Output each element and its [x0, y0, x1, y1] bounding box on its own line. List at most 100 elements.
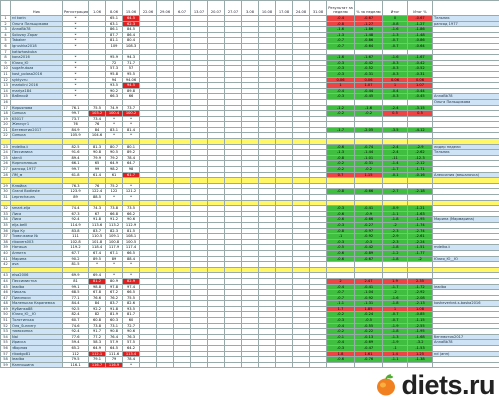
table-row[interactable]: 57 ribodgo81 112 112.1 111.6 113.4 1.8 1.61 1.4 1… [0, 350, 499, 358]
header-reg[interactable]: Регистрация [62, 0, 89, 16]
header-date[interactable]: 13.07 [190, 0, 208, 16]
weigh-in-cell[interactable] [224, 361, 242, 369]
header-date[interactable]: 27.07 [224, 0, 242, 16]
row-note[interactable] [432, 26, 499, 33]
row-note[interactable] [432, 311, 499, 319]
diets-logo[interactable]: diets.ru [375, 370, 495, 400]
weigh-in-cell[interactable] [258, 361, 276, 369]
weigh-in-cell[interactable]: * [122, 361, 140, 369]
header-date[interactable]: 24.08 [292, 0, 310, 16]
table-row[interactable]: 45 leadba 99.1 98.8 97.8 97.4 -0.4 -0.41 -1.7 -1.… [0, 283, 499, 291]
weigh-in-cell[interactable]: 116.9 [105, 361, 123, 369]
row-note[interactable]: Юлия_Ю__Ю [432, 255, 499, 263]
header-name[interactable]: Ник [10, 0, 63, 16]
weigh-in-cell[interactable] [309, 361, 327, 369]
table-row[interactable]: 28 ЛМ_м 61.8 61.4 61 61.7 0.7 1.15 -0.1 -0.16 Алек… [0, 171, 499, 179]
table-row[interactable]: 58 leadba 79.5 79.1 79 78.4 -0.6 -0.76 -1.1 -1.38 [0, 356, 499, 363]
table-row[interactable]: 13 mariolini 2016 * 93.5 94.5 1 1.07 1 1.07 [0, 82, 499, 89]
table-row[interactable]: 51 Толстинька 60.7 60.8 60.3 60 -0.3 -0.5 -0.7 -1… [0, 317, 499, 324]
table-row[interactable]: 44 Пессимистка 81 81.2 80.9 82.9 2 2.47 1.9 2.35 [0, 277, 499, 285]
header-date[interactable]: 8.06 [105, 0, 123, 16]
row-note[interactable]: nd (анн) [432, 350, 499, 358]
header-date[interactable]: 15.06 [122, 0, 140, 16]
table-row[interactable]: 54 Nal 77.6 77.2 76.4 76.3 -0.1 -0.13 -1.3 -1.68 б… [0, 333, 499, 341]
participant-name[interactable]: Маленькая Карапемка [10, 300, 63, 307]
week-result[interactable] [326, 361, 355, 369]
header-date[interactable]: 3.08 [241, 0, 259, 16]
row-note[interactable]: Ольга Пильщикова [432, 98, 499, 106]
table-row[interactable]: 16 Ольга Пильщикова [0, 98, 499, 106]
table-row[interactable]: 43 elsa2006 69.9 69.4 * * [0, 272, 499, 279]
row-note[interactable] [432, 266, 499, 274]
row-note[interactable] [432, 65, 499, 72]
week-percent[interactable] [354, 361, 383, 369]
weigh-in-cell[interactable] [190, 361, 208, 369]
header-date[interactable]: 22.06 [139, 0, 157, 16]
header-date[interactable]: 29.06 [156, 0, 174, 16]
row-note[interactable]: бегемотик2017 [432, 333, 499, 341]
total-result[interactable] [382, 361, 408, 369]
row-note[interactable] [432, 317, 499, 324]
row-note[interactable] [432, 305, 499, 313]
table-row[interactable] [0, 138, 499, 145]
participant-name[interactable]: Каппошина [10, 361, 63, 369]
row-note[interactable]: рапсод 1977 [432, 20, 499, 28]
weigh-in-cell[interactable] [156, 361, 174, 369]
table-row[interactable]: 26 Кирпоплюша 66.1 65 64.9 64.7 -0.2 -0.31 -1.4-… [0, 160, 499, 167]
table-row[interactable]: 41 Марина 90.2 89.5 89 88.4 -0.6 -0.67 -1.8 -2 Юли… [0, 255, 499, 263]
table-row[interactable]: 21 Бегемотик2017 84.9 84 83.1 81.4 -1.7 -2.05 -3… [0, 126, 499, 134]
table-row[interactable]: 52 Оля_Sunnery 74.6 73.8 73.1 72.7 -0.4 -0.55 -1… [0, 322, 499, 330]
table-row[interactable]: 32 smart-elja 74.4 74.3 73.8 73.5 -0.3 -0.41 -0.… [0, 205, 499, 212]
row-note[interactable] [432, 70, 499, 78]
row-note[interactable] [432, 115, 499, 123]
table-row[interactable]: 38 ribovers003 102.8 101.8 100.8 100.5 -0.3 -0.… [0, 238, 499, 246]
registration-weight[interactable]: 116.1 [62, 361, 89, 369]
header-num[interactable] [0, 0, 11, 16]
table-row[interactable]: 17 Кирьянова 76.1 75.5 74.9 73.7 -1.2 -1.6 -2.4-… [0, 104, 499, 112]
table-row[interactable]: 59 Каппошина 116.1 116.7 116.9 * [0, 361, 499, 369]
header-date[interactable]: 6.07 [173, 0, 191, 16]
table-row[interactable]: 10 sugafrutoza * 57.3 57 -0.3 -0.52 -0.3 -0.52 [0, 65, 499, 72]
row-note[interactable] [432, 110, 499, 117]
row-note[interactable]: AnnaBb78 [432, 93, 499, 100]
table-row[interactable]: 9 Юлия_Ю * 72 71.7 -0.3 -0.42 -0.3 -0.42 [0, 59, 499, 67]
row-note[interactable] [432, 277, 499, 285]
table-row[interactable]: 14 mariya184 * 90.2 89.8 -0.4 -0.44 -0.4 -0.44 [0, 87, 499, 95]
weigh-in-cell[interactable] [241, 361, 259, 369]
table-row[interactable]: 42 ava 81.5 * * * [0, 261, 499, 268]
table-row[interactable]: 46 Никаль 68.5 67.8 67.2 66.5 -0.7 -1.04 -2 -2.92 [0, 289, 499, 296]
table-row[interactable]: 39 Наташа 119.2 118.4 117.9 117.4 -0.5 -0.42 -1.… [0, 244, 499, 251]
table-row[interactable]: 53 тимохинка 92.4 91.7 90.8 90.6 -0.2 -0.22 -1.8… [0, 328, 499, 335]
row-note[interactable] [432, 87, 499, 95]
table-row[interactable]: 40 Аннита 67.7 67.4 67.1 66.5 -0.6 -0.89 -1.2 -1.… [0, 249, 499, 257]
row-note[interactable] [432, 121, 499, 128]
header-date[interactable]: 17.08 [275, 0, 293, 16]
table-row[interactable]: 50 Юлия_Ю__Ю 82.4 82 81.9 81.7 -0.2 -0.24 -0.7 -0… [0, 311, 499, 319]
table-row[interactable]: 2 Ольга Пильщикова * 63.1 62.3 -0.8 -1.27 -0.8-… [0, 20, 499, 28]
weigh-in-cell[interactable] [173, 361, 191, 369]
row-note[interactable] [432, 261, 499, 268]
row-note[interactable] [432, 345, 499, 352]
header-result[interactable]: Результат за неделю [326, 0, 355, 16]
header-total[interactable]: Итог [382, 0, 408, 16]
total-percent[interactable] [407, 361, 433, 369]
header-date[interactable]: 1.06 [88, 0, 106, 16]
table-row[interactable]: 20 Жемчуг1 76 76 * * [0, 121, 499, 128]
table-row[interactable]: 47 Пилипоси 77.1 76.6 76.2 75.5 -0.7 -0.92 -1.6-… [0, 294, 499, 302]
row-note[interactable] [432, 272, 499, 279]
row-note[interactable] [432, 356, 499, 363]
header-date[interactable]: 31.08 [309, 0, 327, 16]
table-row[interactable]: 55 Ириска 59.4 58.3 57.9 57.5 -0.4 -0.69 -1.9 -3.… [0, 339, 499, 346]
row-note[interactable]: Тельник [432, 15, 499, 22]
table-row[interactable]: 37 Тимочками № 111 110.5 109.1 108.1 -1 -0.92 -2… [0, 233, 499, 240]
header-pct-total[interactable]: Итог % [407, 0, 433, 16]
table-row[interactable]: 35 elja-belll 114.9 113.6 113.2 112.9 -0.3 -0.2… [0, 222, 499, 229]
table-row[interactable]: 8 kona2016 * 95.9 94.3 -1.6 -1.67 -1.6 -1.67 [0, 54, 499, 61]
table-row[interactable]: 18 Синька 99.7 103.2 100.4 100.2 -0.2 -0.2 0.5 0.… [0, 110, 499, 117]
table-row[interactable]: 11 kost_polosa2016 * 95.8 95.5 -0.3 -0.31 -0.3-… [0, 70, 499, 78]
row-note[interactable] [432, 322, 499, 330]
header-notes[interactable] [432, 0, 499, 16]
row-note[interactable] [432, 328, 499, 335]
table-row[interactable]: 49 Кубинка88 92.5 92.2 91.8 93.5 1.7 1.85 1 1.08 [0, 305, 499, 313]
